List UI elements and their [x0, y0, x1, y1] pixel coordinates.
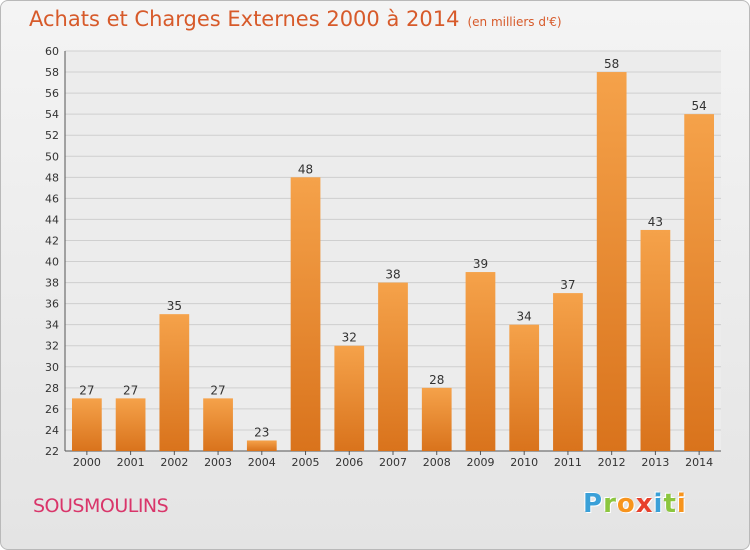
x-tick-label: 2005	[292, 456, 320, 469]
bar	[684, 114, 715, 451]
logo-letter: P	[583, 489, 604, 519]
bar-value-label: 35	[167, 299, 182, 313]
y-tick-label: 30	[45, 361, 59, 374]
x-tick-label: 2007	[379, 456, 407, 469]
y-tick-label: 28	[45, 382, 59, 395]
x-tick-label: 2001	[117, 456, 145, 469]
x-tick-label: 2006	[335, 456, 363, 469]
bar	[378, 282, 408, 451]
bar-value-label: 28	[429, 373, 444, 387]
bar-value-label: 23	[254, 425, 269, 439]
bar	[203, 398, 233, 451]
bar-value-label: 27	[79, 383, 94, 397]
y-tick-label: 36	[45, 298, 59, 311]
bar-value-label: 43	[648, 215, 663, 229]
y-tick-label: 40	[45, 256, 59, 269]
bar-value-label: 37	[560, 278, 575, 292]
y-tick-label: 54	[45, 108, 59, 121]
y-tick-label: 32	[45, 340, 59, 353]
x-tick-label: 2000	[73, 456, 101, 469]
chart-title: Achats et Charges Externes 2000 à 2014 (e…	[29, 7, 562, 31]
bar	[115, 398, 146, 451]
bar-value-label: 32	[342, 331, 357, 345]
bar-value-label: 48	[298, 162, 313, 176]
x-tick-label: 2014	[685, 456, 713, 469]
y-tick-label: 58	[45, 66, 59, 79]
x-tick-label: 2002	[160, 456, 188, 469]
y-tick-label: 56	[45, 87, 59, 100]
x-tick-label: 2008	[423, 456, 451, 469]
bar-value-label: 27	[210, 383, 225, 397]
chart-title-text: Achats et Charges Externes 2000 à 2014	[29, 7, 460, 31]
bar	[640, 229, 671, 451]
bar	[596, 72, 627, 451]
x-tick-label: 2004	[248, 456, 276, 469]
y-tick-label: 38	[45, 277, 59, 290]
x-tick-label: 2003	[204, 456, 232, 469]
x-tick-label: 2010	[510, 456, 538, 469]
x-tick-label: 2009	[466, 456, 494, 469]
y-tick-label: 44	[45, 213, 59, 226]
y-tick-label: 52	[45, 129, 59, 142]
logo-letter: x	[635, 489, 654, 519]
bar	[290, 177, 321, 451]
chart-subtitle: (en milliers d'€)	[467, 15, 562, 29]
bar	[465, 272, 496, 451]
y-tick-label: 50	[45, 150, 59, 163]
bar	[421, 387, 452, 451]
logo-letter: i	[653, 489, 664, 519]
x-tick-label: 2012	[598, 456, 626, 469]
bar-value-label: 38	[385, 268, 400, 282]
bar-value-label: 27	[123, 383, 138, 397]
y-tick-label: 42	[45, 234, 59, 247]
bar	[71, 398, 102, 451]
x-tick-label: 2013	[641, 456, 669, 469]
y-tick-label: 34	[45, 319, 59, 332]
bar	[159, 314, 190, 451]
y-tick-label: 22	[45, 445, 59, 458]
y-tick-label: 26	[45, 403, 59, 416]
bar-value-label: 58	[604, 57, 619, 71]
bar-value-label: 34	[517, 310, 532, 324]
logo-letter: r	[603, 489, 617, 519]
bar	[553, 293, 583, 451]
bar	[334, 345, 365, 451]
y-tick-label: 60	[45, 45, 59, 58]
x-tick-label: 2011	[554, 456, 582, 469]
y-tick-label: 48	[45, 171, 59, 184]
bar	[509, 324, 540, 451]
proxiti-logo: Proxiti	[583, 489, 687, 519]
y-tick-label: 24	[45, 424, 59, 437]
bar	[246, 440, 277, 451]
logo-letter: i	[676, 489, 687, 519]
y-tick-label: 46	[45, 192, 59, 205]
logo-letter: t	[663, 489, 677, 519]
location-label: SOUSMOULINS	[33, 495, 169, 517]
logo-letter: o	[616, 489, 636, 519]
bar-value-label: 39	[473, 257, 488, 271]
bar-value-label: 54	[691, 99, 706, 113]
